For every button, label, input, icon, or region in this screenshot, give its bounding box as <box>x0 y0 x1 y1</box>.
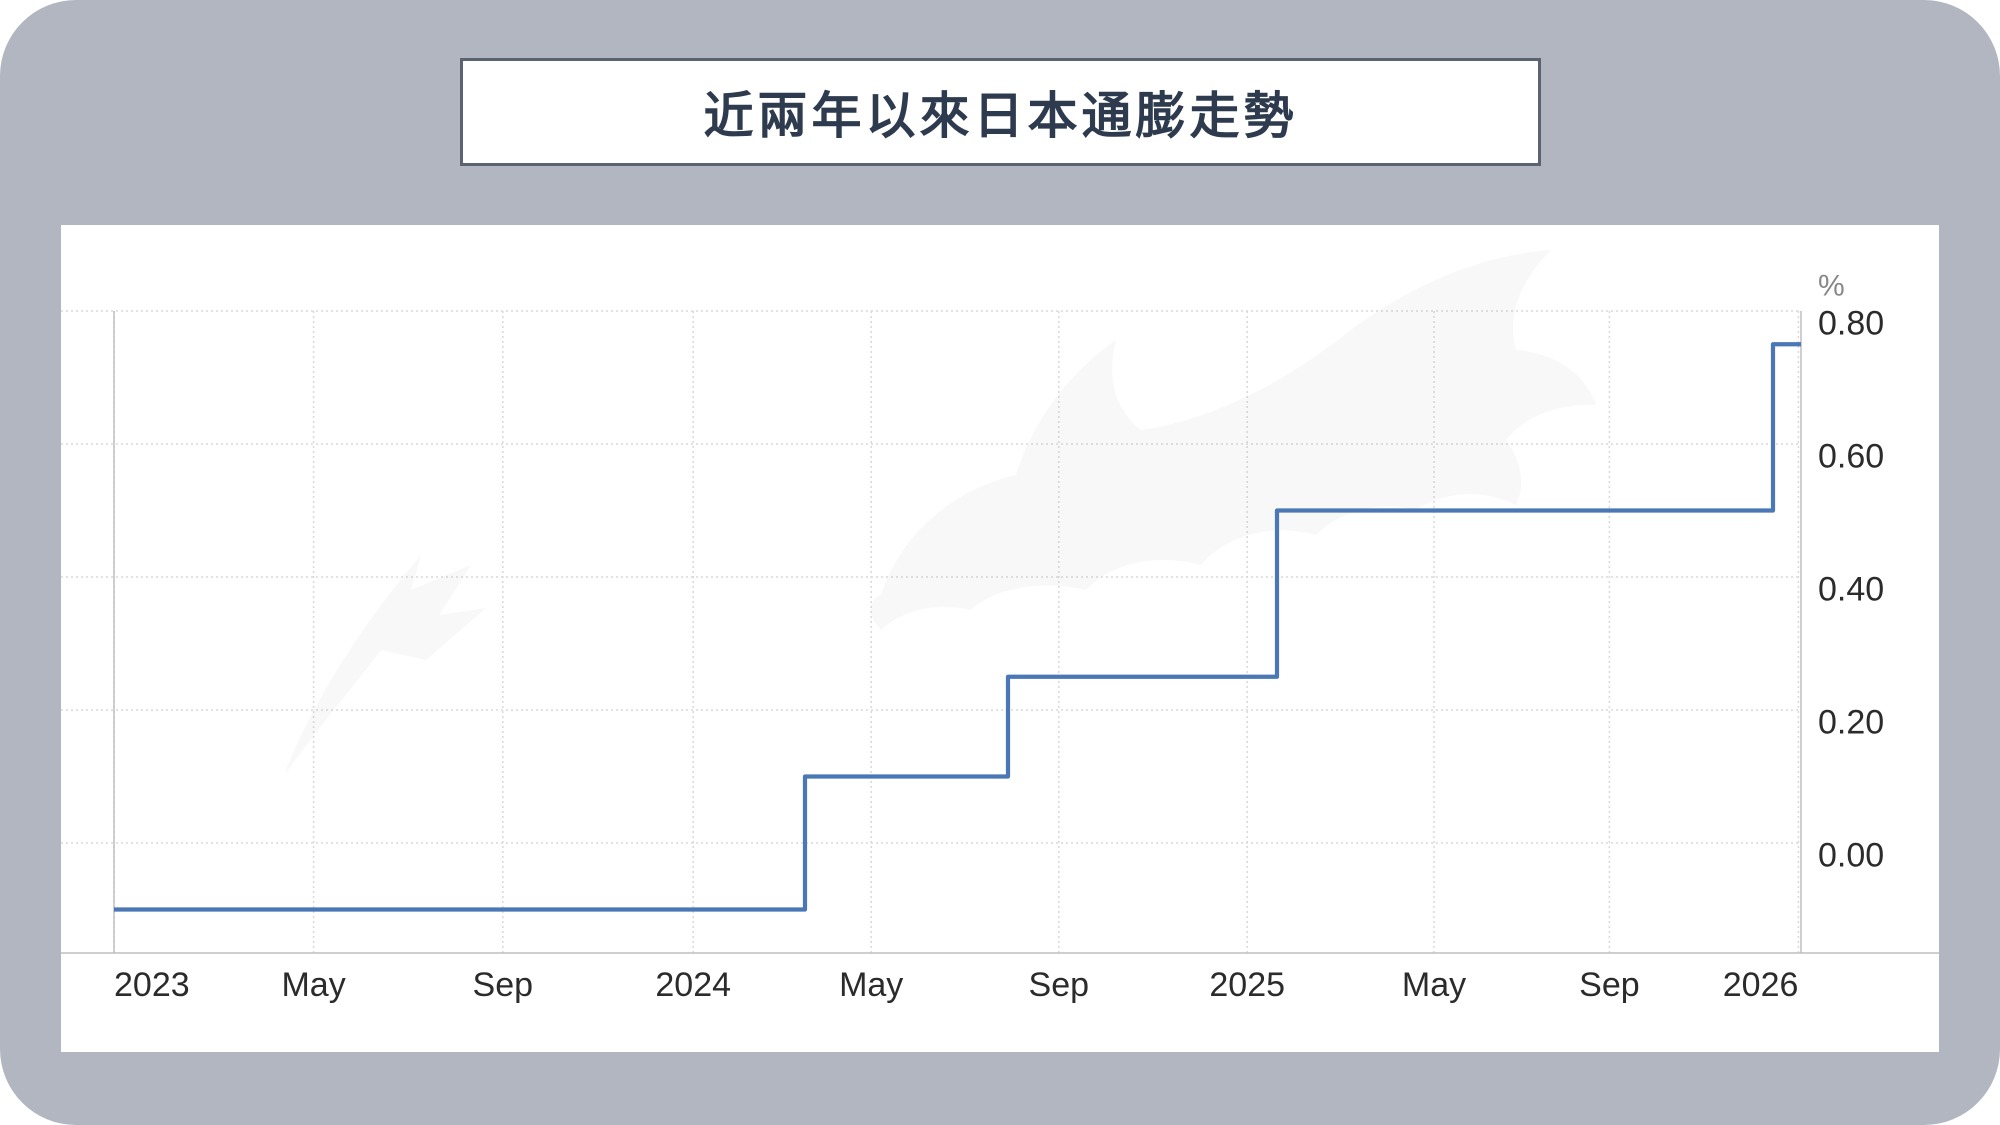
svg-text:May: May <box>839 966 903 1004</box>
svg-text:0.60: 0.60 <box>1818 438 1884 476</box>
svg-text:2025: 2025 <box>1209 966 1285 1004</box>
svg-text:0.20: 0.20 <box>1818 704 1884 742</box>
svg-text:2026: 2026 <box>1723 966 1799 1004</box>
svg-text:0.40: 0.40 <box>1818 571 1884 609</box>
svg-text:0.80: 0.80 <box>1818 305 1884 343</box>
svg-text:%: % <box>1818 270 1845 303</box>
svg-text:Sep: Sep <box>1029 966 1090 1004</box>
svg-text:2023: 2023 <box>114 966 190 1004</box>
svg-text:Sep: Sep <box>473 966 534 1004</box>
svg-text:Sep: Sep <box>1579 966 1640 1004</box>
svg-text:May: May <box>281 966 345 1004</box>
svg-text:2024: 2024 <box>655 966 731 1004</box>
svg-text:May: May <box>1402 966 1466 1004</box>
svg-text:0.00: 0.00 <box>1818 837 1884 875</box>
